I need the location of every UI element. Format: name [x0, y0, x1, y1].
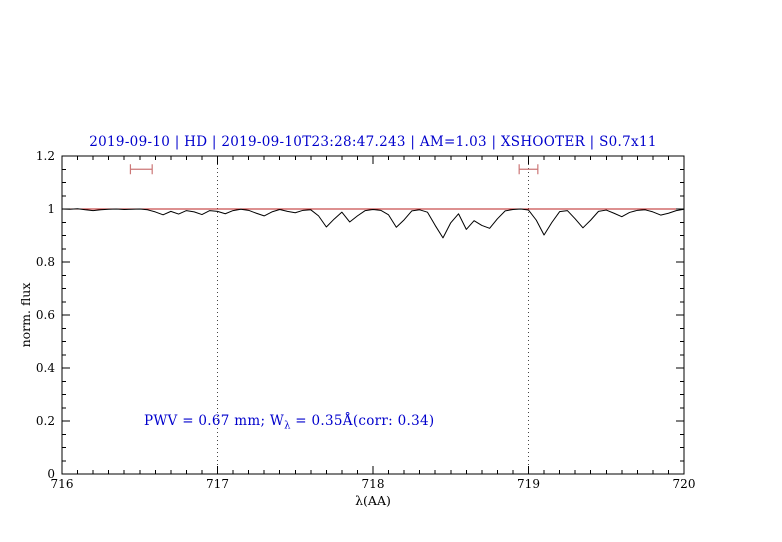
y-tick-label: 0.2: [35, 414, 55, 428]
x-tick-label: 720: [672, 477, 696, 491]
x-tick-label: 717: [206, 477, 229, 491]
x-tick-label: 719: [517, 477, 540, 491]
pwv-annotation: PWV = 0.67 mm; Wλ = 0.35Å(corr: 0.34): [144, 413, 434, 432]
annotation-post: = 0.35Å(corr: 0.34): [290, 413, 435, 429]
y-tick-label: 1.2: [35, 149, 55, 163]
y-tick-label: 0.6: [35, 308, 55, 322]
annotation-pre: PWV = 0.67 mm; W: [144, 413, 285, 429]
y-tick-label: 1: [47, 202, 55, 216]
y-tick-label: 0.8: [35, 255, 55, 269]
x-tick-label: 716: [50, 477, 74, 491]
x-tick-label: 718: [361, 477, 385, 491]
annotation-lambda-subscript: λ: [284, 420, 291, 432]
plot-title: 2019-09-10 | HD | 2019-09-10T23:28:47.24…: [89, 134, 657, 150]
spectrum-line: [61, 208, 685, 239]
y-tick-label: 0: [47, 467, 55, 481]
y-tick-label: 0.4: [35, 361, 55, 375]
x-axis-label: λ(AA): [355, 493, 391, 508]
